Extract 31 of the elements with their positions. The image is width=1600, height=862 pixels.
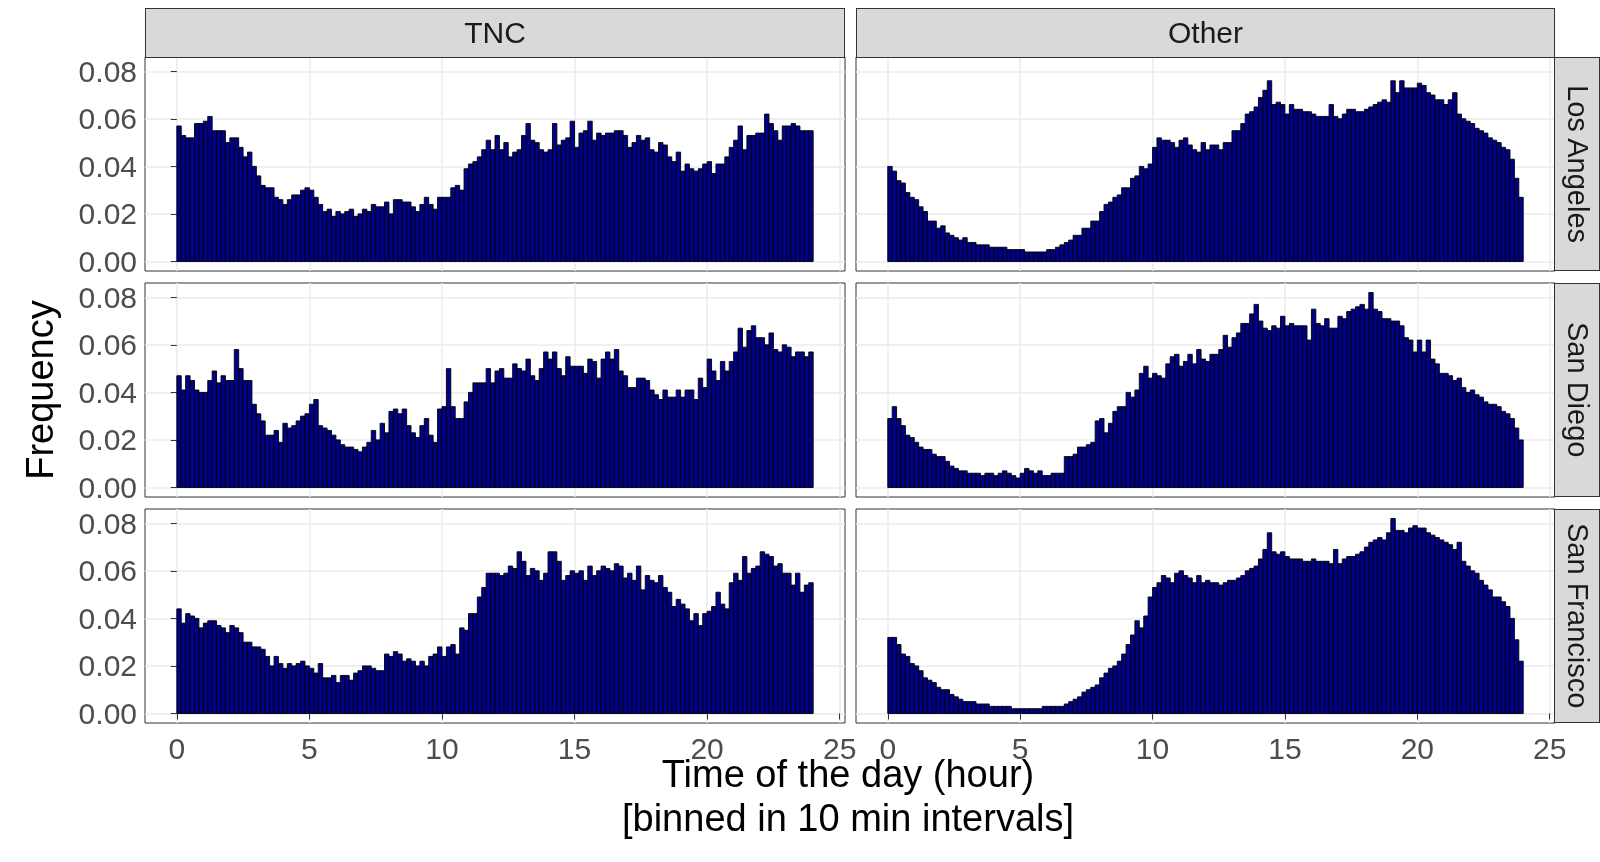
y-tick-label: 0.06 xyxy=(78,102,137,136)
x-tick-label: 15 xyxy=(557,731,592,765)
x-tick-label: 25 xyxy=(823,731,857,765)
x-tick-label: 15 xyxy=(1268,731,1302,765)
y-tick-label: 0.06 xyxy=(78,328,137,362)
y-tick-label: 0.04 xyxy=(78,149,137,183)
y-tick-label: 0.00 xyxy=(78,470,137,504)
text: San Francisco xyxy=(1554,509,1600,723)
chart-title: TNC xyxy=(145,8,845,58)
y-tick-label: 0.08 xyxy=(78,280,137,314)
text: Los Angeles xyxy=(1554,57,1600,271)
y-tick-label: 0.00 xyxy=(78,696,137,730)
y-tick-label: 0.04 xyxy=(78,601,137,635)
y-tick-label: 0.00 xyxy=(78,244,137,278)
x-tick-label: 5 xyxy=(301,731,318,765)
y-tick-label: 0.02 xyxy=(78,649,137,683)
x-tick-label: 10 xyxy=(425,731,459,765)
y-tick-label: 0.08 xyxy=(78,54,137,88)
x-tick-label: 25 xyxy=(1533,731,1567,765)
text: San Diego xyxy=(1554,283,1600,497)
y-tick-label: 0.08 xyxy=(78,506,137,540)
y-axis-title: Frequency xyxy=(19,299,61,482)
chart-title: Other xyxy=(856,8,1555,58)
x-tick-label: 0 xyxy=(168,731,186,765)
x-tick-label: 0 xyxy=(879,731,897,765)
y-tick-label: 0.02 xyxy=(78,197,137,231)
y-tick-label: 0.04 xyxy=(78,375,137,409)
y-tick-label: 0.02 xyxy=(78,423,137,457)
x-tick-label: 10 xyxy=(1135,731,1170,765)
y-tick-label: 0.06 xyxy=(78,554,137,588)
x-tick-label: 20 xyxy=(1400,731,1435,765)
